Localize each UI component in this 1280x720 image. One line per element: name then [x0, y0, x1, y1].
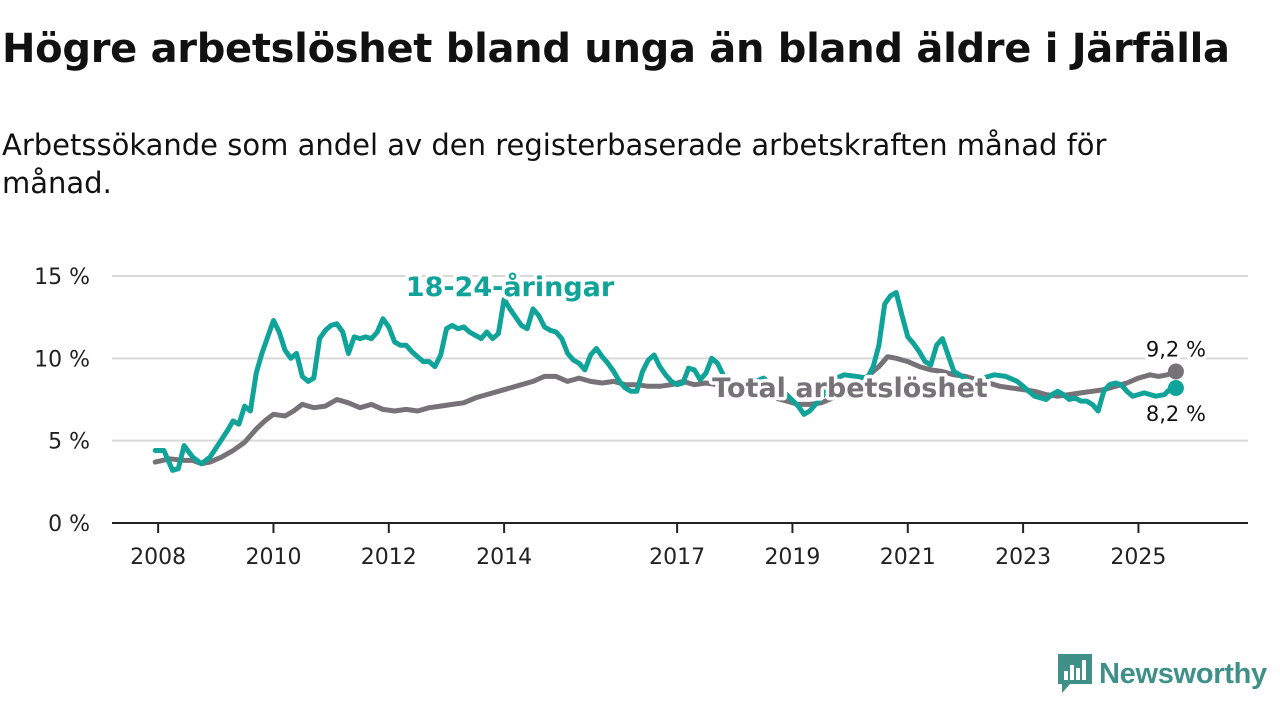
- x-tick-label: 2017: [649, 545, 705, 570]
- end-point-total: [1167, 363, 1184, 380]
- y-tick-label: 0 %: [48, 512, 90, 537]
- end-label-youth: 8,2 %: [1146, 402, 1206, 426]
- axes: 0 % 5 % 10 % 15 % 2008 2010 2012 2014 2017 2019 20…: [34, 265, 1248, 570]
- line-chart: 0 % 5 % 10 % 15 % 2008 2010 2012 2014 2017 2019 20…: [34, 265, 1248, 570]
- grid-lines: [112, 275, 1248, 442]
- chart-title: Högre arbetslöshet bland unga än bland ä…: [2, 26, 1230, 72]
- x-tick-label: 2021: [880, 545, 936, 570]
- y-tick-label: 10 %: [34, 347, 90, 372]
- end-point-youth: [1167, 379, 1184, 396]
- y-tick-label: 15 %: [34, 265, 90, 290]
- newsworthy-logo-icon: [1058, 654, 1092, 693]
- series-label-total: Total arbetslöshet: [712, 373, 988, 404]
- x-tick-label: 2010: [245, 545, 301, 570]
- series-line-total: [152, 354, 1179, 467]
- series-line-youth: [152, 290, 1179, 473]
- end-label-total: 9,2 %: [1146, 338, 1206, 362]
- brand-name: Newsworthy: [1099, 657, 1267, 690]
- series-labels: 18-24-åringar Total arbetslöshet 9,2 % 8,2 …: [402, 268, 1209, 430]
- chart-subtitle: Arbetssökande som andel av den registerb…: [2, 128, 1107, 200]
- newsworthy-logo: Newsworthy: [1058, 654, 1267, 694]
- x-tick-label: 2014: [476, 545, 532, 570]
- x-tick-label: 2019: [764, 545, 820, 570]
- x-tick-label: 2023: [995, 545, 1051, 570]
- series-label-youth: 18-24-åringar: [406, 271, 615, 303]
- y-tick-label: 5 %: [48, 430, 90, 455]
- x-tick-label: 2008: [130, 545, 186, 570]
- x-tick-label: 2025: [1110, 545, 1166, 570]
- x-tick-label: 2012: [361, 545, 417, 570]
- series: [152, 290, 1184, 473]
